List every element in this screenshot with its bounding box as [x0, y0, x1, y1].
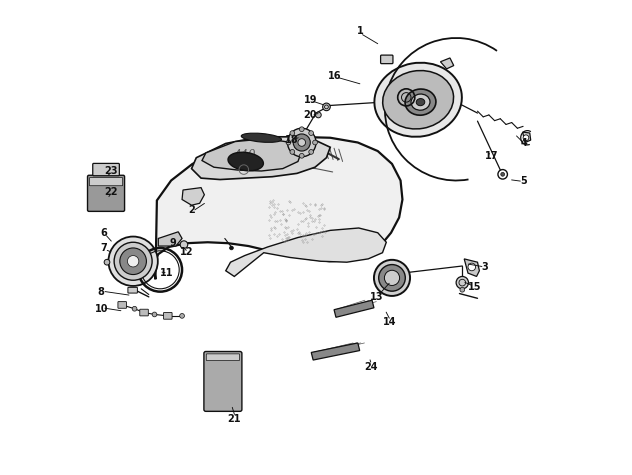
Circle shape — [114, 242, 152, 280]
Circle shape — [460, 287, 465, 292]
Text: 1: 1 — [357, 26, 363, 36]
Circle shape — [468, 263, 476, 271]
FancyBboxPatch shape — [140, 309, 149, 316]
Text: 8: 8 — [98, 287, 105, 297]
Circle shape — [120, 248, 147, 275]
Circle shape — [501, 172, 504, 176]
Polygon shape — [202, 139, 301, 171]
Circle shape — [179, 314, 185, 318]
Circle shape — [498, 170, 507, 179]
Circle shape — [290, 150, 295, 154]
Text: 21: 21 — [228, 414, 241, 424]
Text: 12: 12 — [180, 247, 193, 257]
Circle shape — [323, 103, 331, 111]
Circle shape — [109, 237, 158, 286]
Circle shape — [309, 131, 313, 135]
Circle shape — [298, 139, 305, 146]
Circle shape — [128, 256, 139, 267]
Circle shape — [288, 128, 316, 157]
Circle shape — [300, 127, 304, 132]
Circle shape — [379, 265, 405, 291]
Circle shape — [309, 150, 313, 154]
Ellipse shape — [374, 63, 462, 137]
Circle shape — [104, 259, 110, 265]
Ellipse shape — [228, 152, 264, 171]
Circle shape — [313, 140, 317, 145]
Text: 20: 20 — [303, 110, 317, 121]
Text: 14: 14 — [383, 317, 396, 327]
Circle shape — [229, 246, 233, 250]
Circle shape — [456, 276, 468, 289]
Polygon shape — [523, 132, 531, 142]
Polygon shape — [311, 343, 360, 360]
Polygon shape — [191, 137, 331, 180]
FancyBboxPatch shape — [93, 163, 119, 176]
FancyBboxPatch shape — [204, 352, 242, 411]
Text: 2: 2 — [188, 205, 195, 215]
Circle shape — [384, 270, 399, 285]
Polygon shape — [334, 300, 374, 317]
Text: 23: 23 — [104, 166, 118, 176]
FancyBboxPatch shape — [87, 175, 125, 211]
Circle shape — [315, 112, 321, 118]
Text: 3: 3 — [482, 262, 489, 272]
Text: 9: 9 — [169, 238, 176, 248]
Ellipse shape — [411, 94, 430, 110]
FancyBboxPatch shape — [206, 354, 240, 361]
Circle shape — [293, 134, 310, 151]
Text: 4: 4 — [521, 137, 528, 148]
FancyBboxPatch shape — [118, 302, 126, 308]
Text: 19: 19 — [303, 95, 317, 105]
Ellipse shape — [416, 98, 425, 106]
Circle shape — [286, 140, 291, 145]
FancyBboxPatch shape — [164, 313, 172, 319]
Text: 10: 10 — [95, 304, 108, 314]
FancyBboxPatch shape — [89, 178, 123, 186]
Text: 5: 5 — [521, 176, 528, 187]
Circle shape — [132, 306, 137, 311]
Text: 17: 17 — [485, 151, 499, 161]
Circle shape — [374, 260, 410, 296]
Circle shape — [300, 153, 304, 158]
Text: 16: 16 — [328, 71, 342, 81]
Text: 24: 24 — [364, 361, 377, 372]
Polygon shape — [464, 259, 480, 276]
Text: 18: 18 — [286, 135, 299, 145]
Circle shape — [180, 241, 188, 248]
Text: 22: 22 — [104, 187, 118, 198]
Polygon shape — [441, 58, 454, 69]
FancyBboxPatch shape — [380, 55, 393, 64]
Ellipse shape — [383, 71, 454, 129]
Ellipse shape — [241, 133, 281, 142]
FancyBboxPatch shape — [128, 287, 137, 293]
Polygon shape — [182, 188, 204, 205]
Polygon shape — [154, 137, 403, 279]
Text: 440: 440 — [233, 149, 255, 162]
Text: 13: 13 — [370, 292, 384, 302]
Polygon shape — [158, 232, 182, 246]
Circle shape — [523, 135, 529, 141]
Circle shape — [290, 131, 295, 135]
Text: 7: 7 — [100, 243, 107, 254]
Ellipse shape — [405, 89, 436, 115]
Polygon shape — [226, 228, 386, 276]
Circle shape — [152, 312, 157, 317]
Text: 11: 11 — [160, 268, 173, 278]
Text: 6: 6 — [100, 228, 107, 238]
Text: 15: 15 — [468, 282, 482, 293]
